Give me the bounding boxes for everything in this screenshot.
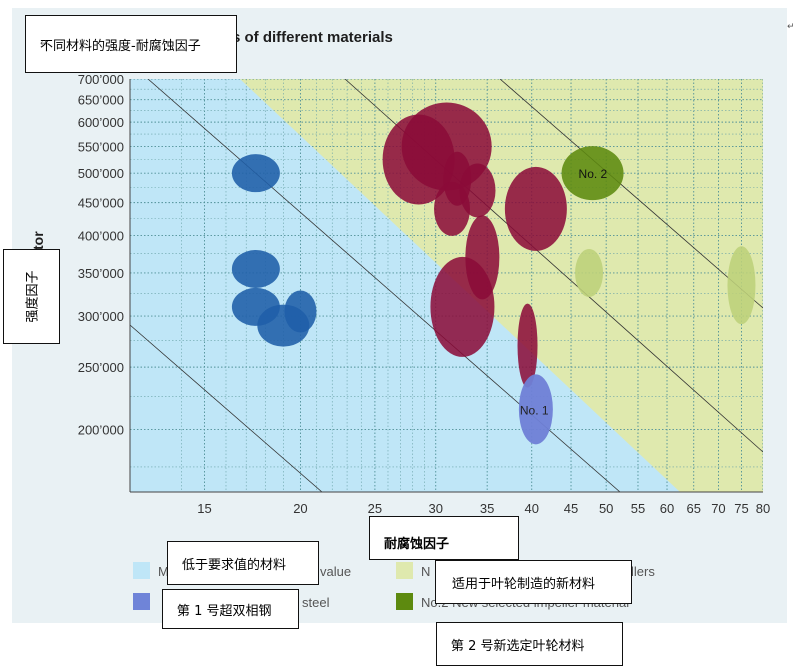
- data-point: [231, 249, 280, 288]
- x-tick-label: 25: [368, 501, 382, 516]
- x-tick-label: 75: [734, 501, 748, 516]
- x-tick-label: 50: [599, 501, 613, 516]
- data-point: [430, 256, 495, 357]
- overlay-y-axis-cn: 强度因子: [3, 249, 60, 344]
- data-point: [459, 163, 496, 218]
- data-point: [284, 290, 317, 333]
- x-tick-label: 65: [686, 501, 700, 516]
- return-mark: ↵: [451, 639, 459, 649]
- overlay-legend-new-cn: 适用于叶轮制造的新材料 ↵: [435, 560, 632, 604]
- y-tick-label: 450’000: [78, 196, 124, 211]
- data-point: [727, 246, 756, 325]
- data-point: [517, 303, 538, 388]
- x-tick-label: 15: [197, 501, 211, 516]
- return-mark: ↵: [182, 558, 190, 568]
- overlay-legend-steel-cn: 第 1 号超双相钢 ↵: [162, 589, 299, 629]
- plot-area: No. 1 No. 2: [130, 79, 763, 492]
- legend-text-new-materials-prefix: N: [421, 564, 430, 579]
- legend-text-below-required-prefix: M: [158, 564, 169, 579]
- data-point: [518, 374, 553, 445]
- x-tick-label: 60: [660, 501, 674, 516]
- return-mark: ↵: [452, 577, 460, 587]
- data-point: [231, 154, 280, 193]
- annotation-no1: No. 1: [520, 403, 549, 417]
- overlay-x-axis-cn: 耐腐蚀因子 ↵: [369, 516, 519, 560]
- y-tick-label: 500’000: [78, 166, 124, 181]
- y-axis-title-fragment: tor: [30, 231, 46, 250]
- overlay-title-text: 不同材料的强度-耐腐蚀因子: [40, 38, 201, 54]
- overlay-x-axis-text: 耐腐蚀因子: [384, 536, 450, 552]
- y-tick-label: 300’000: [78, 309, 124, 324]
- x-tick-label: 70: [711, 501, 725, 516]
- y-tick-label: 200’000: [78, 423, 124, 438]
- x-tick-label: 20: [293, 501, 307, 516]
- y-tick-label: 400’000: [78, 229, 124, 244]
- return-mark: ↵: [40, 39, 48, 49]
- data-point: [575, 248, 604, 297]
- overlay-y-axis-text: 强度因子: [25, 270, 41, 323]
- legend-swatch-super-duplex: [133, 593, 150, 610]
- data-point: [504, 166, 567, 251]
- overlay-legend-below-cn: 低于要求值的材料 ↵: [167, 541, 319, 585]
- overlay-title-cn: 不同材料的强度-耐腐蚀因子 ↵: [25, 15, 237, 73]
- return-mark: ↵: [384, 537, 392, 547]
- y-tick-label: 250’000: [78, 360, 124, 375]
- y-tick-label: 350’000: [78, 266, 124, 281]
- legend-text-super-duplex-suffix: steel: [302, 595, 330, 610]
- x-tick-label: 55: [631, 501, 645, 516]
- x-tick-label: 35: [480, 501, 494, 516]
- y-tick-label: 700’000: [78, 72, 124, 87]
- y-tick-label: 650’000: [78, 93, 124, 108]
- overlay-legend-new-text: 适用于叶轮制造的新材料: [452, 576, 596, 592]
- plot-clip-group: No. 1 No. 2: [130, 79, 763, 492]
- overlay-legend-no2-text: 第 2 号新选定叶轮材料: [451, 638, 585, 654]
- overlay-legend-steel-text: 第 1 号超双相钢: [177, 603, 272, 619]
- return-mark: ↵: [787, 22, 795, 32]
- legend-text-new-materials-suffix: llers: [631, 564, 655, 579]
- axes: 700’000 650’000 600’000 550’000 500’000 450’0…: [78, 72, 771, 516]
- x-tick-label: 40: [524, 501, 538, 516]
- legend-text-below-required-suffix: value: [320, 564, 351, 579]
- chart-title-fragment: s of different materials: [232, 29, 393, 46]
- reference-line: [499, 79, 763, 309]
- x-tick-label: 30: [428, 501, 442, 516]
- reference-line: [130, 324, 323, 492]
- return-mark: ↵: [177, 604, 185, 614]
- y-tick-label: 600’000: [78, 115, 124, 130]
- annotation-no2: No. 2: [579, 167, 608, 181]
- x-tick-label: 80: [756, 501, 770, 516]
- overlay-legend-below-text: 低于要求值的材料: [182, 557, 287, 573]
- y-tick-label: 550’000: [78, 139, 124, 154]
- x-tick-label: 45: [564, 501, 578, 516]
- overlay-legend-no2-cn: 第 2 号新选定叶轮材料 ↵: [436, 622, 623, 666]
- data-point: [561, 146, 624, 201]
- legend-swatch-new-materials: [396, 562, 413, 579]
- legend-swatch-no2-material: [396, 593, 413, 610]
- legend-swatch-below-required: [133, 562, 150, 579]
